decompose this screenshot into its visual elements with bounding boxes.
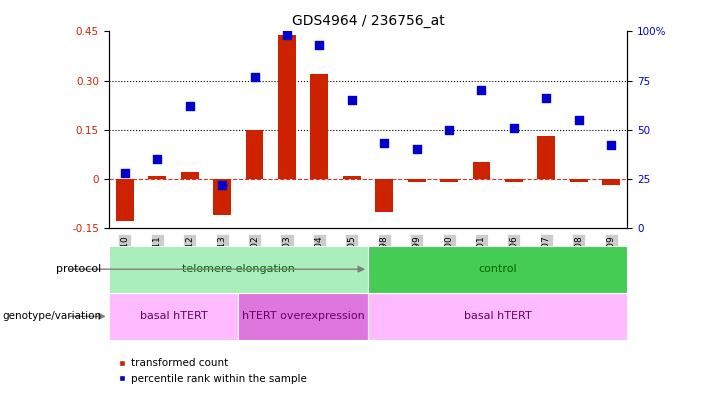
Point xyxy=(249,73,260,80)
Bar xyxy=(116,179,134,221)
Point xyxy=(444,127,455,133)
Bar xyxy=(570,179,587,182)
Point xyxy=(217,182,228,188)
Point xyxy=(411,146,422,152)
Bar xyxy=(245,130,264,179)
Legend: transformed count, percentile rank within the sample: transformed count, percentile rank withi… xyxy=(114,354,311,388)
Point xyxy=(281,32,292,39)
Bar xyxy=(213,179,231,215)
Text: protocol: protocol xyxy=(56,264,102,274)
Bar xyxy=(368,293,627,340)
Text: hTERT overexpression: hTERT overexpression xyxy=(242,311,365,321)
Text: basal hTERT: basal hTERT xyxy=(464,311,531,321)
Point xyxy=(184,103,196,109)
Bar xyxy=(109,246,368,293)
Bar xyxy=(602,179,620,185)
Point xyxy=(379,140,390,147)
Point xyxy=(476,87,487,94)
Text: telomere elongation: telomere elongation xyxy=(182,264,295,274)
Point xyxy=(346,97,358,103)
Bar xyxy=(368,246,627,293)
Bar xyxy=(375,179,393,211)
Bar xyxy=(472,162,491,179)
Point xyxy=(314,42,325,48)
Text: genotype/variation: genotype/variation xyxy=(3,311,102,321)
Bar xyxy=(440,179,458,182)
Point xyxy=(540,95,552,101)
Bar xyxy=(109,293,238,340)
Bar xyxy=(278,35,296,179)
Point xyxy=(151,156,163,162)
Point xyxy=(508,125,519,131)
Bar xyxy=(238,293,368,340)
Bar xyxy=(343,176,361,179)
Text: GDS4964 / 236756_at: GDS4964 / 236756_at xyxy=(292,14,444,28)
Text: control: control xyxy=(478,264,517,274)
Bar xyxy=(311,74,328,179)
Bar xyxy=(149,176,166,179)
Bar xyxy=(538,136,555,179)
Point xyxy=(606,142,617,149)
Text: basal hTERT: basal hTERT xyxy=(139,311,207,321)
Bar xyxy=(505,179,523,182)
Bar xyxy=(181,172,198,179)
Point xyxy=(573,117,585,123)
Point xyxy=(119,170,130,176)
Bar xyxy=(408,179,426,182)
